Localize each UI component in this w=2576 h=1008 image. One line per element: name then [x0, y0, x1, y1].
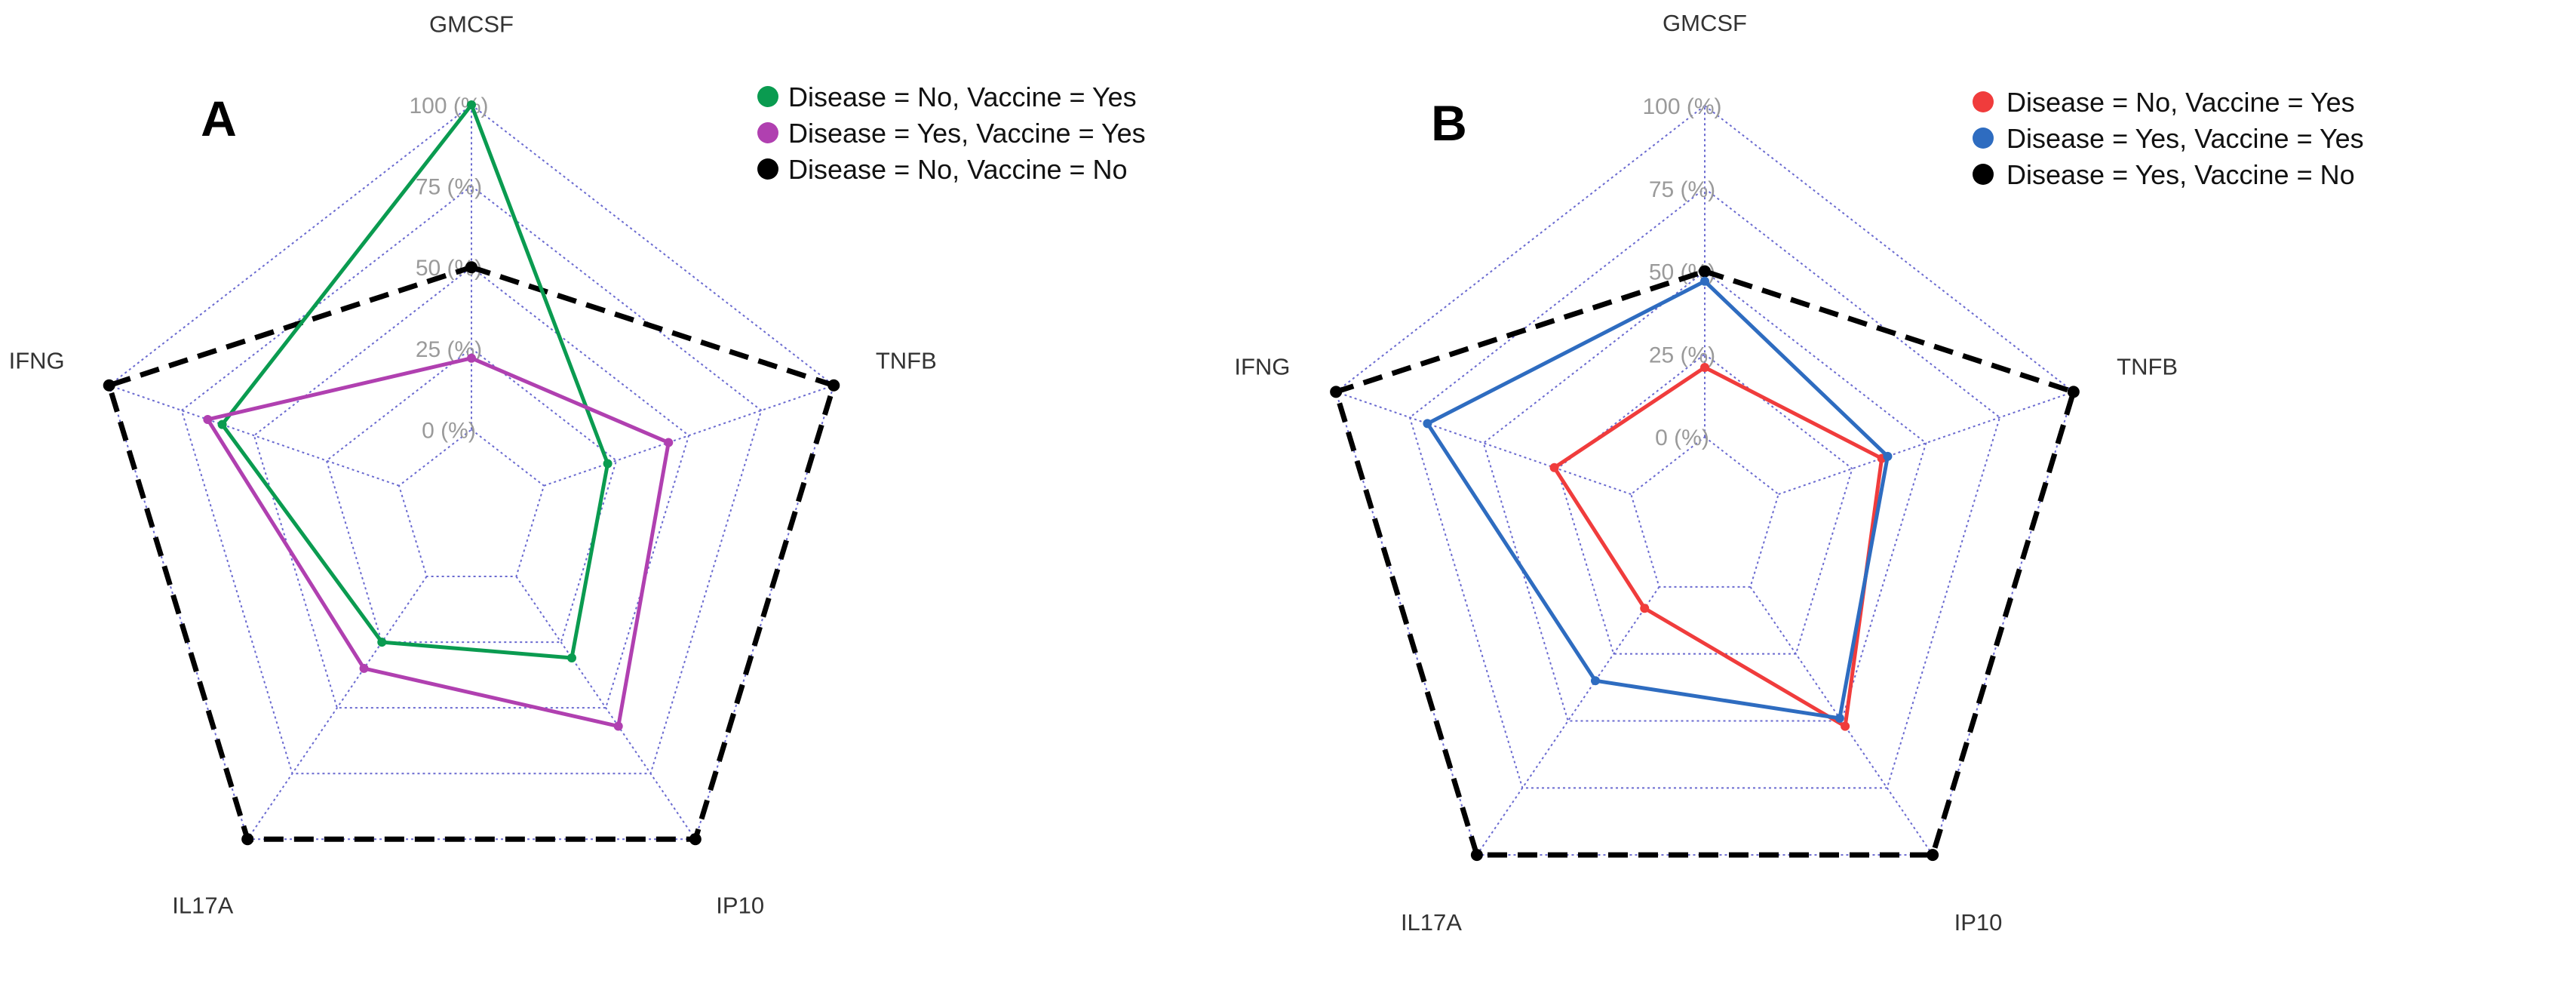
- panel-letter: A: [201, 91, 237, 146]
- axis-label-ip10: IP10: [1954, 909, 2003, 936]
- grid-ring: [1408, 187, 2001, 789]
- ring-label: 100 (%): [1642, 94, 1721, 119]
- radar-panel-a: 0 (%)25 (%)50 (%)75 (%)100 (%)GMCSFTNFBI…: [9, 11, 1146, 918]
- data-point-tnfb: [664, 438, 674, 447]
- axis-label-il17a: IL17A: [1401, 909, 1462, 936]
- data-point-ifng: [103, 379, 115, 392]
- data-point-gmcsf: [465, 261, 477, 274]
- data-point-il17a: [1640, 604, 1650, 613]
- grid-ring: [1630, 435, 1779, 588]
- axis-label-gmcsf: GMCSF: [429, 11, 514, 37]
- data-point-ip10: [566, 653, 576, 662]
- axis-spoke: [543, 384, 834, 487]
- data-point-gmcsf: [467, 353, 476, 363]
- ring-label: 75 (%): [1649, 177, 1715, 202]
- axis-label-ifng: IFNG: [9, 347, 65, 373]
- data-point-tnfb: [603, 459, 613, 469]
- grid-ring: [325, 347, 618, 644]
- panel-letter: B: [1431, 95, 1467, 151]
- data-point-il17a: [1470, 849, 1483, 862]
- data-point-gmcsf: [467, 100, 476, 109]
- ring-label: 0 (%): [422, 418, 476, 443]
- legend: Disease = No, Vaccine = Yes Disease = Yes…: [1973, 87, 2364, 190]
- series-line: [1425, 279, 1890, 721]
- grid-ring: [180, 185, 763, 775]
- grid-ring: [1334, 104, 2075, 856]
- legend-label: Disease = No, Vaccine = Yes: [2006, 87, 2355, 118]
- axis-spoke: [1476, 586, 1660, 856]
- axis-label-il17a: IL17A: [172, 892, 233, 918]
- data-point-il17a: [1590, 676, 1600, 686]
- data-point-ifng: [1549, 463, 1559, 472]
- data-point-tnfb: [1883, 451, 1893, 461]
- legend-marker: [1973, 91, 1994, 112]
- data-point-gmcsf: [1699, 265, 1711, 278]
- axis-spoke: [109, 384, 400, 487]
- axis-spoke: [1335, 391, 1632, 496]
- series-line: [205, 356, 671, 729]
- legend-label: Disease = No, Vaccine = No: [788, 154, 1128, 185]
- axis-spoke: [1778, 391, 2074, 496]
- legend-label: Disease = No, Vaccine = Yes: [788, 81, 1137, 112]
- data-point-ifng: [203, 414, 213, 424]
- data-point-tnfb: [2067, 386, 2080, 398]
- series-line: [106, 264, 837, 842]
- data-point-ip10: [613, 721, 623, 731]
- grid-ring: [398, 429, 545, 578]
- legend-label: Disease = Yes, Vaccine = Yes: [2006, 123, 2364, 154]
- legend-label: Disease = Yes, Vaccine = Yes: [788, 118, 1146, 149]
- data-point-ifng: [1330, 386, 1343, 398]
- legend: Disease = No, Vaccine = Yes Disease = Yes…: [757, 81, 1146, 185]
- data-point-ip10: [1835, 713, 1844, 723]
- grid-ring: [108, 103, 835, 841]
- ring-label: 75 (%): [416, 175, 482, 200]
- legend-marker: [1973, 164, 1994, 185]
- legend-marker: [1973, 128, 1994, 149]
- grid-ring: [253, 266, 690, 709]
- axis-spoke: [1749, 586, 1933, 856]
- legend-marker: [757, 86, 778, 107]
- data-point-il17a: [359, 663, 369, 673]
- series-line: [220, 103, 610, 660]
- legend-label: Disease = Yes, Vaccine = No: [2006, 159, 2355, 190]
- data-point-ip10: [1927, 849, 1939, 862]
- data-point-tnfb: [827, 379, 840, 392]
- data-point-ip10: [1841, 721, 1850, 731]
- axis-label-ip10: IP10: [716, 892, 764, 918]
- ring-label: 0 (%): [1655, 426, 1709, 450]
- data-point-gmcsf: [1700, 362, 1709, 372]
- data-point-ifng: [217, 419, 227, 429]
- axis-label-tnfb: TNFB: [2117, 353, 2178, 380]
- grid-ring: [1482, 270, 1927, 722]
- series-line: [1552, 365, 1884, 729]
- radar-panel-b: 0 (%)25 (%)50 (%)75 (%)100 (%)GMCSFTNFBI…: [1234, 10, 2363, 936]
- data-point-gmcsf: [1700, 276, 1709, 286]
- axis-spoke: [515, 576, 696, 840]
- data-point-ip10: [689, 833, 702, 846]
- data-point-il17a: [241, 833, 254, 846]
- legend-marker: [757, 122, 778, 143]
- legend-marker: [757, 158, 778, 180]
- axis-label-ifng: IFNG: [1234, 353, 1290, 380]
- series-line: [1333, 269, 2077, 858]
- axis-label-gmcsf: GMCSF: [1663, 10, 1747, 36]
- axis-label-tnfb: TNFB: [876, 347, 937, 373]
- data-point-ifng: [1423, 419, 1432, 429]
- axis-spoke: [247, 576, 428, 840]
- data-point-il17a: [377, 638, 387, 647]
